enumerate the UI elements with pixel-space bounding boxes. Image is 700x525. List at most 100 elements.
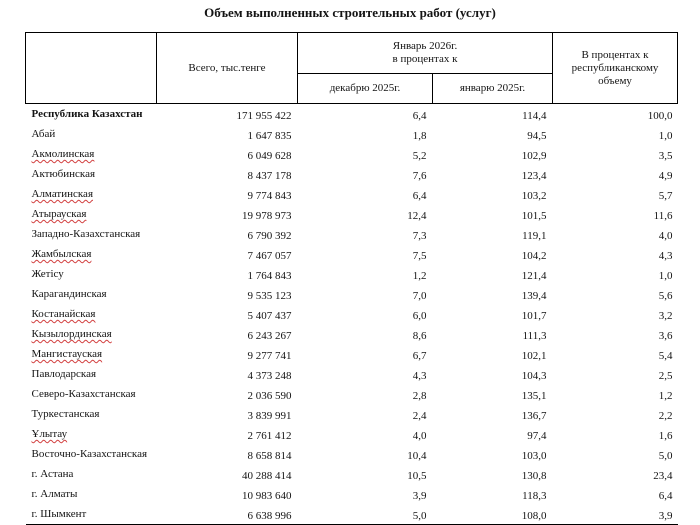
republican-share-value-cell: 3,6 (658, 329, 673, 342)
republican-share-value-cell: 5,6 (658, 289, 673, 302)
table-row: Алматинская 9 774 843 6,4 103,2 5,7 (26, 184, 678, 204)
republican-share-value-cell: 11,6 (653, 209, 673, 222)
region-name: Туркестанская (31, 408, 100, 420)
republican-share-value-cell: 3,5 (658, 149, 673, 162)
to-january-value-cell: 97,4 (527, 429, 547, 442)
to-january-value-cell: 136,7 (521, 409, 547, 422)
table-row: Республика Казахстан 171 955 422 6,4 114… (26, 104, 678, 125)
statistics-table: Всего, тыс.тенге Январь 2026г. в процент… (25, 32, 678, 525)
region-name: Республика Казахстан (31, 108, 143, 120)
to-december-value-cell: 1,2 (412, 269, 427, 282)
total-value-cell: 6 790 392 (247, 229, 292, 242)
table-body: Республика Казахстан 171 955 422 6,4 114… (26, 104, 678, 525)
percent-group-header: Январь 2026г. в процентах к (297, 32, 553, 74)
total-value-cell: 40 288 414 (242, 469, 292, 482)
to-december-value-cell: 2,4 (412, 409, 427, 422)
total-value-cell: 2 036 590 (247, 389, 292, 402)
table-row: Карагандинская 9 535 123 7,0 139,4 5,6 (26, 284, 678, 304)
republican-share-value-cell: 5,7 (658, 189, 673, 202)
total-value-cell: 1 647 835 (247, 129, 292, 142)
to-december-value-cell: 12,4 (407, 209, 427, 222)
region-name: Западно-Казахстанская (31, 228, 141, 240)
table-row: Мангистауская 9 277 741 6,7 102,1 5,4 (26, 344, 678, 364)
to-december-value-cell: 10,5 (407, 469, 427, 482)
total-value-cell: 2 761 412 (247, 429, 292, 442)
total-value-cell: 19 978 973 (242, 209, 292, 222)
to-january-value-cell: 130,8 (521, 469, 547, 482)
table-row: г. Шымкент 6 638 996 5,0 108,0 3,9 (26, 504, 678, 525)
document-page: Объем выполненных строительных работ (ус… (25, 5, 678, 525)
table-row: Западно-Казахстанская 6 790 392 7,3 119,… (26, 224, 678, 244)
total-value-cell: 10 983 640 (242, 489, 292, 502)
region-name: Восточно-Казахстанская (31, 448, 148, 460)
table-row: Атырауская 19 978 973 12,4 101,5 11,6 (26, 204, 678, 224)
republican-share-value-cell: 5,0 (658, 449, 673, 462)
republican-share-value-cell: 5,4 (658, 349, 673, 362)
republican-share-value-cell: 6,4 (658, 489, 673, 502)
page-title: Объем выполненных строительных работ (ус… (204, 5, 496, 20)
to-january-value-cell: 114,4 (522, 109, 547, 122)
region-name: Акмолинская (31, 148, 95, 160)
total-value-cell: 9 277 741 (247, 349, 292, 362)
to-december-value-cell: 5,2 (412, 149, 427, 162)
region-name: г. Шымкент (31, 508, 87, 520)
to-january-value-cell: 139,4 (521, 289, 547, 302)
total-value-cell: 9 774 843 (247, 189, 292, 202)
table-row: Ұлытау 2 761 412 4,0 97,4 1,6 (26, 424, 678, 444)
region-name: Костанайская (31, 308, 96, 320)
table-row: Павлодарская 4 373 248 4,3 104,3 2,5 (26, 364, 678, 384)
to-december-value-cell: 4,0 (412, 429, 427, 442)
to-december-value-cell: 4,3 (412, 369, 427, 382)
to-january-value-cell: 104,2 (521, 249, 547, 262)
region-name: Атырауская (31, 208, 87, 220)
to-january-value-cell: 102,1 (521, 349, 547, 362)
republican-share-value-cell: 100,0 (647, 109, 673, 122)
to-january-value-cell: 108,0 (521, 509, 547, 522)
to-january-value-cell: 102,9 (521, 149, 547, 162)
region-name: Павлодарская (31, 368, 97, 380)
to-january-value-cell: 119,1 (522, 229, 547, 242)
total-column-header: Всего, тыс.тенге (156, 32, 298, 104)
to-december-value-cell: 7,6 (412, 169, 427, 182)
to-december-column-header: декабрю 2025г. (297, 73, 433, 104)
to-january-value-cell: 103,2 (521, 189, 547, 202)
to-december-value-cell: 6,7 (412, 349, 427, 362)
table-row: Северо-Казахстанская 2 036 590 2,8 135,1… (26, 384, 678, 404)
table-row: Актюбинская 8 437 178 7,6 123,4 4,9 (26, 164, 678, 184)
region-name: Мангистауская (31, 348, 103, 360)
to-january-value-cell: 103,0 (521, 449, 547, 462)
table-row: Абай 1 647 835 1,8 94,5 1,0 (26, 124, 678, 144)
table-row: г. Алматы 10 983 640 3,9 118,3 6,4 (26, 484, 678, 504)
to-january-value-cell: 101,7 (521, 309, 547, 322)
republican-share-value-cell: 3,9 (658, 509, 673, 522)
to-december-value-cell: 7,3 (412, 229, 427, 242)
region-name: Актюбинская (31, 168, 96, 180)
table-row: г. Астана 40 288 414 10,5 130,8 23,4 (26, 464, 678, 484)
region-name: г. Алматы (31, 488, 78, 500)
table-row: Жамбылская 7 467 057 7,5 104,2 4,3 (26, 244, 678, 264)
republican-share-value-cell: 3,2 (658, 309, 673, 322)
total-value-cell: 8 658 814 (247, 449, 292, 462)
republican-share-value-cell: 23,4 (653, 469, 673, 482)
total-value-cell: 9 535 123 (247, 289, 292, 302)
region-name: Жетісу (31, 268, 64, 280)
region-name: Абай (31, 128, 56, 140)
to-january-value-cell: 101,5 (521, 209, 547, 222)
region-column-header (25, 32, 157, 104)
table-row: Туркестанская 3 839 991 2,4 136,7 2,2 (26, 404, 678, 424)
republican-share-value-cell: 2,2 (658, 409, 673, 422)
to-january-value-cell: 94,5 (527, 129, 547, 142)
republican-share-value-cell: 2,5 (658, 369, 673, 382)
table-row: Костанайская 5 407 437 6,0 101,7 3,2 (26, 304, 678, 324)
to-december-value-cell: 6,0 (412, 309, 427, 322)
region-name: г. Астана (31, 468, 74, 480)
republican-share-value-cell: 1,0 (658, 269, 673, 282)
republican-share-value-cell: 4,9 (658, 169, 673, 182)
total-value-cell: 8 437 178 (247, 169, 292, 182)
total-value-cell: 7 467 057 (247, 249, 292, 262)
to-december-value-cell: 5,0 (412, 509, 427, 522)
total-value-cell: 4 373 248 (247, 369, 292, 382)
total-value-cell: 6 638 996 (247, 509, 292, 522)
to-january-column-header: январю 2025г. (432, 73, 553, 104)
total-value-cell: 5 407 437 (247, 309, 292, 322)
